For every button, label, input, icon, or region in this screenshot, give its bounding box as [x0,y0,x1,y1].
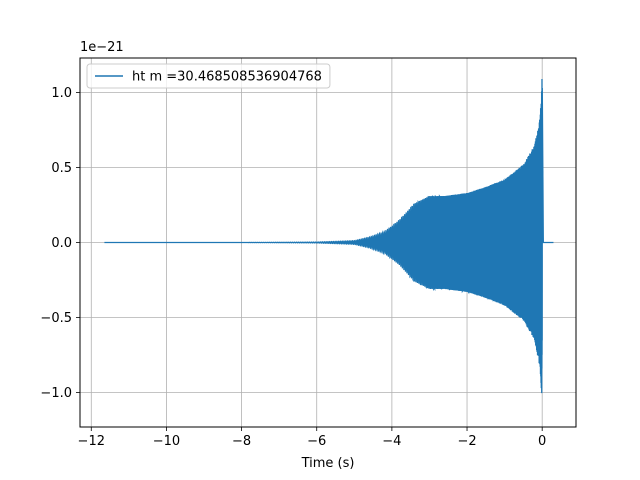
x-tick-label: −4 [382,434,401,449]
x-tick-label: 0 [538,434,546,449]
x-axis-label: Time (s) [301,456,355,471]
legend-label: ht m =30.468508536904768 [132,70,322,85]
y-tick-label: −1.0 [40,386,72,401]
y-tick-label: 1.0 [51,86,72,101]
x-tick-label: −6 [307,434,326,449]
legend-box [86,63,331,89]
x-tick-label: −8 [232,434,251,449]
y-tick-label: 0.5 [51,161,72,176]
y-tick-label: 0.0 [51,236,72,251]
x-tick-label: −2 [457,434,476,449]
series-line [104,78,554,394]
legend: ht m =30.468508536904768 [86,63,331,89]
x-tick-label: −12 [78,434,105,449]
series-layer [104,78,554,394]
ticks: −12 −10 −8 −6 −4 −2 0 −1.0 −0.5 0.0 0.5 1.0 [40,86,546,449]
y-offset-text: 1e−21 [80,40,124,55]
y-tick-label: −0.5 [40,311,72,326]
x-tick-label: −10 [153,434,180,449]
